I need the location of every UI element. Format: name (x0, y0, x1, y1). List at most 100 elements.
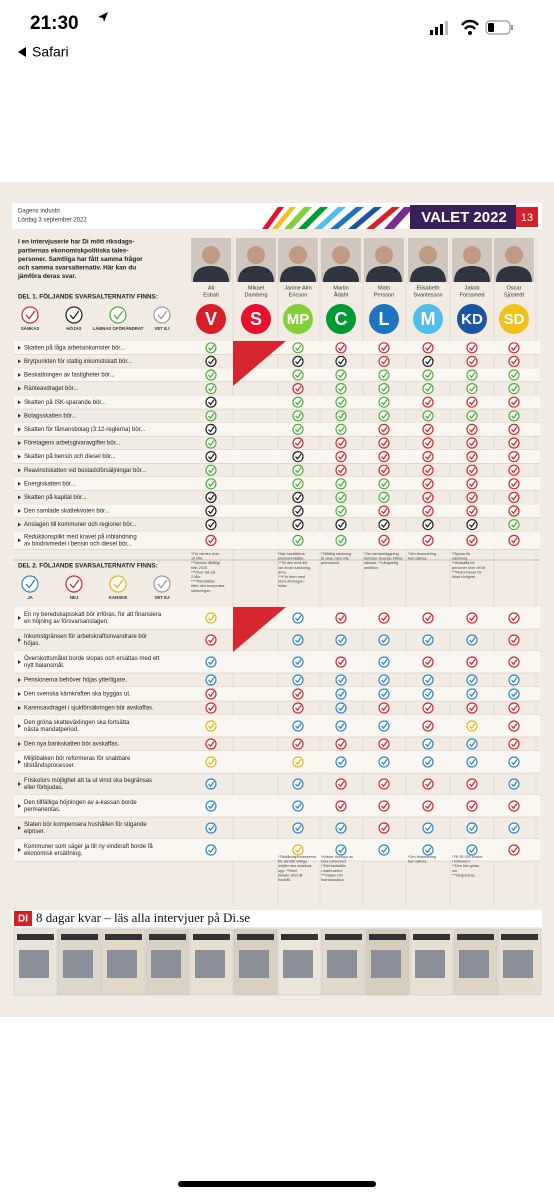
icon-circle (378, 656, 390, 668)
icon-circle (335, 396, 347, 408)
footnote: sänkning. (452, 557, 468, 561)
icon-check (295, 494, 302, 501)
icon-circle (205, 383, 217, 395)
back-link[interactable]: Safari (32, 44, 69, 60)
icon-check (469, 659, 476, 666)
row-text: Skatten på låga arbetsinkomster bör... (24, 344, 125, 351)
answer-icon (466, 844, 478, 856)
answer-icon (466, 778, 478, 790)
row-bg (14, 477, 540, 491)
thumbnail-photo (283, 950, 313, 978)
answer-icon (508, 423, 520, 435)
answer-icon (378, 702, 390, 714)
thumbnail-headline (17, 934, 54, 940)
icon-check (295, 803, 302, 810)
icon-circle (508, 355, 520, 367)
party-badge (457, 304, 487, 334)
icon-circle (508, 800, 520, 812)
icon-check (425, 537, 432, 544)
icon-check (338, 494, 345, 501)
icon-check (295, 440, 302, 447)
footnote: **Den bör göras (452, 864, 479, 868)
row-bullet (18, 760, 21, 764)
icon-check (381, 521, 388, 528)
icon-circle (422, 505, 434, 517)
answer-icon (466, 451, 478, 463)
party-speaker: Janine Alm (284, 285, 312, 291)
party-label: KD (461, 311, 483, 328)
icon-check (338, 412, 345, 420)
answer-icon (292, 674, 304, 686)
icon-circle (21, 306, 39, 324)
footnote: heter. (278, 584, 288, 588)
icon-check (381, 372, 388, 379)
answer-icon (378, 355, 390, 367)
footnote: framtidssäkra. (321, 878, 345, 882)
footnote: *Tillståndsprocesserna (278, 855, 317, 859)
answer-icon (508, 437, 520, 449)
row-text: Brytpunkten för statlig inkomstskatt bör… (24, 359, 132, 365)
answer-icon (65, 575, 83, 593)
footnote: *Om finansiering (408, 855, 436, 859)
icon-circle (205, 634, 217, 646)
icon-circle (422, 800, 434, 812)
answer-icon (422, 355, 434, 367)
icon-circle (292, 720, 304, 732)
photo-body (496, 266, 532, 282)
icon-check (425, 453, 432, 460)
icon-check (469, 494, 476, 501)
icon-check (381, 537, 388, 544)
icon-circle (422, 822, 434, 834)
footnote: för särskilt viktiga (278, 860, 308, 864)
footnote: *Till 35 000 kronor (452, 855, 483, 859)
photo-head (463, 246, 481, 264)
icon-check (425, 741, 432, 748)
party-label: M (421, 309, 436, 329)
answer-icon (508, 396, 520, 408)
answer-icon (205, 369, 217, 381)
footnote: upp. **Med (278, 869, 297, 873)
answer-icon (378, 844, 390, 856)
icon-circle (466, 702, 478, 714)
icon-check (295, 847, 302, 854)
icon-check (338, 615, 345, 622)
icon-check (469, 508, 476, 515)
answer-icon (335, 822, 347, 834)
row-text: en höjning av försvarsanslagen. (24, 619, 109, 625)
icon-check (208, 358, 215, 365)
footnote: miljöer ska snabbas (278, 864, 312, 868)
row-text: Kommuner som säger ja till ny vindkraft … (24, 843, 153, 850)
thumbnail-headline (501, 934, 538, 940)
photo-head (332, 246, 350, 264)
answer-icon (466, 355, 478, 367)
answer-icon (378, 612, 390, 624)
icon-check (208, 705, 215, 712)
icon-check (208, 741, 215, 748)
party-label: SD (504, 311, 525, 328)
answer-icon (378, 342, 390, 354)
icon-check (338, 537, 345, 544)
icon-check (469, 537, 476, 544)
party-badge (283, 304, 313, 334)
footnote: **Det fastställs (321, 864, 346, 868)
answer-icon (422, 674, 434, 686)
icon-check (469, 372, 476, 379)
icon-check (338, 385, 345, 392)
answer-icon (205, 702, 217, 714)
answer-icon (378, 396, 390, 408)
icon-circle (292, 756, 304, 768)
date: Lördag 3 september 2022 (18, 218, 87, 224)
row-text: Ränteavdraget bör... (24, 386, 79, 392)
icon-check (338, 467, 345, 474)
thumbnail-headline (193, 934, 230, 940)
page-number: 13 (521, 212, 533, 224)
icon-circle (466, 505, 478, 517)
icon-circle (335, 423, 347, 435)
icon-check (469, 803, 476, 810)
row-bullet (18, 468, 21, 473)
back-icon[interactable] (18, 47, 26, 57)
answer-icon (292, 383, 304, 395)
answer-icon (292, 688, 304, 700)
party-speaker: Mikael (248, 285, 264, 291)
icon-check (295, 358, 302, 365)
